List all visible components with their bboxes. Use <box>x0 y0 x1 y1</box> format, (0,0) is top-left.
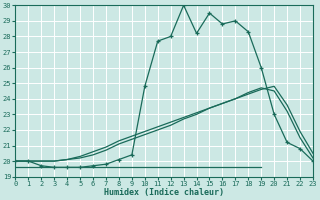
X-axis label: Humidex (Indice chaleur): Humidex (Indice chaleur) <box>104 188 224 197</box>
